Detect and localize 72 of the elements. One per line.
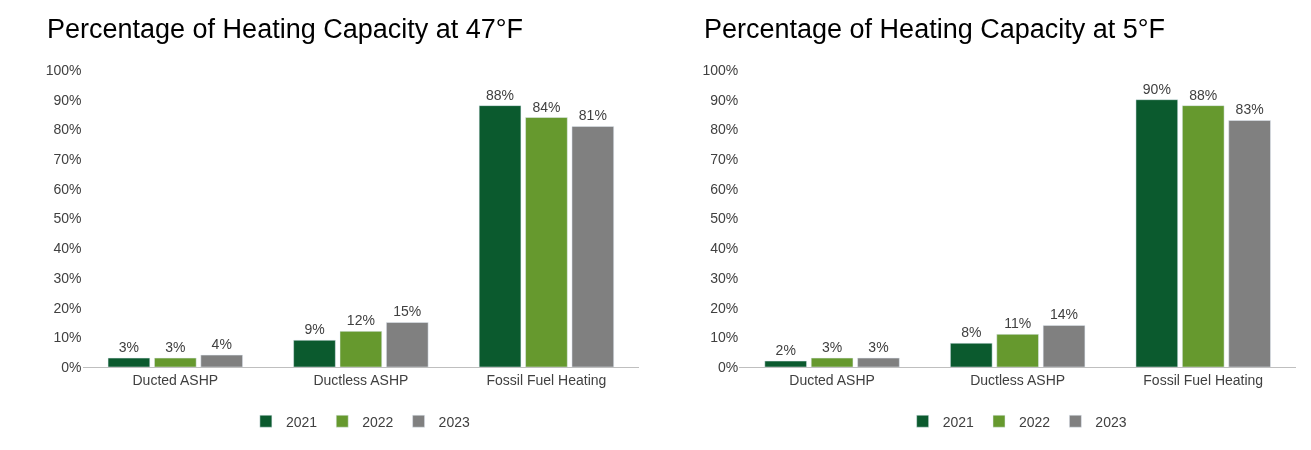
data-label: 3% [821,339,843,356]
bar [571,126,614,367]
y-tick-label: 0% [718,358,739,375]
bar [154,357,197,367]
x-tick-label: Ducted ASHP [789,371,875,388]
y-tick-label: 50% [710,210,739,227]
data-label: 12% [346,312,375,329]
data-label: 83% [1235,101,1264,118]
bar [764,360,807,367]
bar [107,357,151,367]
data-label: 9% [304,321,325,338]
y-tick-label: 10% [53,329,82,346]
chart-title: Percentage of Heating Capacity at 5°F [704,14,1166,44]
bar [339,331,382,367]
data-label: 88% [1189,86,1218,103]
data-label: 15% [393,303,422,320]
x-tick-label: Ductless ASHP [970,371,1066,388]
y-tick-label: 100% [702,61,739,78]
legend-label: 2023 [438,413,470,430]
y-tick-label: 20% [710,299,739,316]
y-tick-label: 0% [61,358,82,375]
x-tick-label: Ductless ASHP [313,371,409,388]
legend-label: 2021 [285,413,318,430]
data-label: 14% [1050,306,1079,323]
y-tick-label: 100% [45,61,82,78]
y-tick-label: 80% [53,121,82,138]
x-tick-label: Fossil Fuel Heating [1143,371,1264,388]
bar [1042,325,1086,367]
bar [386,322,429,367]
y-tick-label: 30% [53,269,82,286]
bar [200,354,243,367]
y-tick-label: 40% [710,240,739,257]
bar [950,342,993,367]
y-tick-label: 60% [53,180,82,197]
data-label: 4% [211,336,232,353]
y-tick-label: 90% [710,91,739,108]
legend-label: 2021 [942,413,975,430]
bar [996,334,1039,367]
legend-label: 2023 [1095,413,1127,430]
legend-label: 2022 [1019,413,1051,430]
bar [525,117,568,367]
data-label: 81% [578,107,607,124]
data-label: 3% [165,339,186,356]
y-tick-label: 30% [710,269,739,286]
y-tick-label: 10% [710,329,739,346]
chart-title: Percentage of Heating Capacity at 47°F [47,14,524,44]
data-label: 3% [868,339,889,356]
legend-label: 2022 [362,413,394,430]
data-label: 11% [1004,315,1032,332]
y-tick-label: 40% [53,240,82,257]
bar [478,105,522,367]
bar [1182,105,1225,367]
data-label: 84% [532,98,561,115]
x-tick-label: Ducted ASHP [132,371,219,388]
bar [293,340,336,367]
y-tick-label: 70% [710,151,739,167]
data-label: 8% [961,324,982,341]
y-tick-label: 20% [53,299,82,316]
bar [810,357,854,367]
data-label: 2% [775,342,796,359]
bar [857,357,900,367]
y-tick-label: 90% [53,91,82,108]
bar [1135,99,1178,367]
y-tick-label: 70% [53,151,82,167]
data-label: 90% [1142,80,1171,97]
x-tick-label: Fossil Fuel Heating [486,371,607,388]
y-tick-label: 80% [710,121,739,138]
y-tick-label: 50% [53,210,82,227]
data-label: 3% [118,339,140,356]
data-label: 88% [486,86,515,103]
bar [1228,120,1271,367]
y-tick-label: 60% [710,180,739,197]
